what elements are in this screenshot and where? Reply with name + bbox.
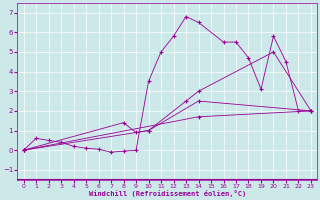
X-axis label: Windchill (Refroidissement éolien,°C): Windchill (Refroidissement éolien,°C) [89,190,246,197]
